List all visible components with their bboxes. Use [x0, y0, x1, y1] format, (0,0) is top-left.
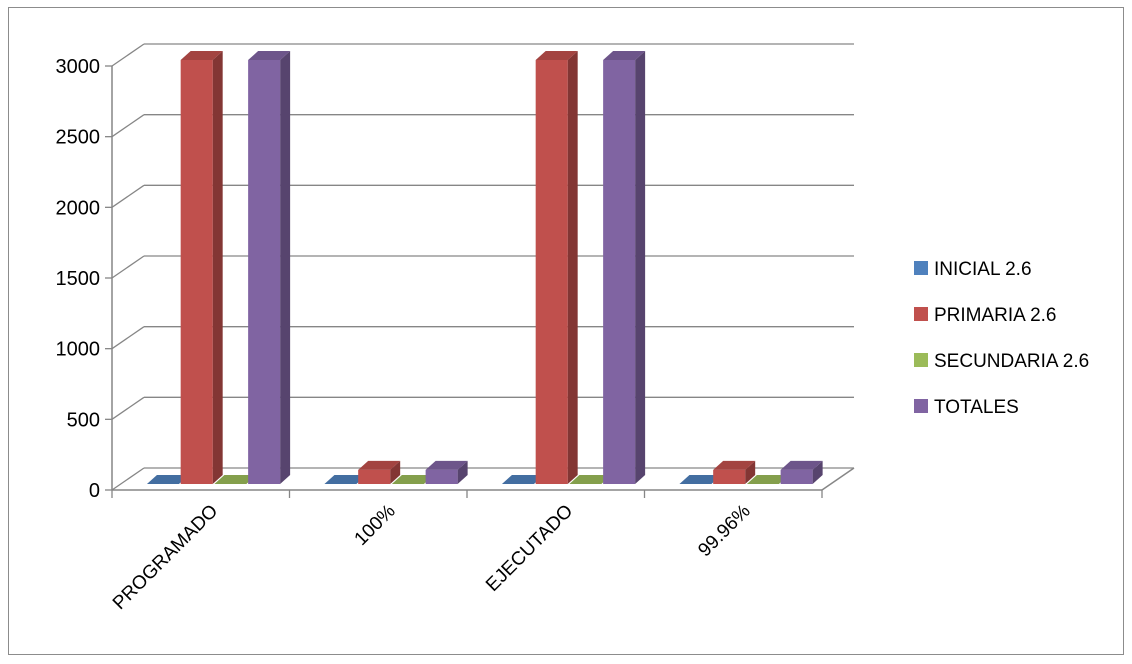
gridline-side-3 [111, 255, 145, 279]
bar-primaria-2-6-1 [358, 460, 401, 484]
legend-label: PRIMARIA 2.6 [934, 305, 1057, 326]
bar-secundaria-2-6-1 [391, 475, 434, 484]
bar-top [425, 460, 468, 470]
bar-top [501, 475, 544, 484]
gridline-side-1 [111, 396, 145, 420]
bar-side [812, 460, 823, 484]
bar-top [391, 475, 434, 484]
gridline-side-2 [111, 326, 145, 350]
bar-side [635, 51, 646, 484]
bar-front [780, 469, 813, 484]
bar-top [180, 51, 223, 60]
bar-secundaria-2-6-3 [746, 475, 789, 484]
bar-top [746, 475, 789, 484]
legend-swatch [914, 399, 928, 413]
bar-inicial-2-6-0 [146, 475, 189, 484]
bars [146, 51, 823, 484]
category-labels: PROGRAMADO 100% EJECUTADO 99.96% [109, 501, 755, 614]
bar-front [180, 60, 213, 484]
legend: INICIAL 2.6 PRIMARIA 2.6 SECUNDARIA 2.6 TOT… [914, 259, 1089, 418]
legend-label: SECUNDARIA 2.6 [934, 351, 1089, 372]
y-tick-label-0: 0 [89, 480, 100, 502]
gridline-side-4 [111, 184, 145, 208]
category-label-1: 100% [351, 501, 400, 550]
y-tick-label-6: 3000 [56, 56, 101, 78]
y-tick-labels: 0 500 1000 1500 2000 2500 3000 [56, 56, 101, 502]
legend-item-0: INICIAL 2.6 [914, 259, 1032, 280]
legend-swatch [914, 307, 928, 321]
bar-top [603, 51, 646, 60]
bar-primaria-2-6-3 [713, 460, 756, 484]
y-tick-label-5: 2500 [56, 127, 101, 149]
category-label-0: PROGRAMADO [109, 501, 222, 614]
bar-front [713, 469, 746, 484]
legend-item-3: TOTALES [914, 397, 1019, 418]
bar-top [535, 51, 578, 60]
bar-top [146, 475, 189, 484]
category-label-2: EJECUTADO [482, 501, 577, 596]
bar-top [214, 475, 257, 484]
y-tick-label-2: 1000 [56, 339, 101, 361]
legend-swatch [914, 353, 928, 367]
bar-totales-2 [603, 51, 646, 484]
bar-top [358, 460, 401, 470]
bar-inicial-2-6-3 [679, 475, 722, 484]
bar-front [425, 469, 458, 484]
y-tick-label-3: 1500 [56, 268, 101, 290]
bar-top [324, 475, 367, 484]
bar-side [567, 51, 578, 484]
bar-secundaria-2-6-2 [569, 475, 612, 484]
legend-item-2: SECUNDARIA 2.6 [914, 351, 1089, 372]
gridline-side-6 [111, 43, 145, 67]
bar-totales-0 [248, 51, 291, 484]
chart-walls [111, 66, 855, 491]
legend-label: INICIAL 2.6 [934, 259, 1032, 280]
bar-top [248, 51, 291, 60]
y-tick-label-4: 2000 [56, 197, 101, 219]
bar-top [569, 475, 612, 484]
bar-inicial-2-6-2 [501, 475, 544, 484]
bar-totales-1 [425, 460, 468, 484]
bar-top [780, 460, 823, 470]
bar-secundaria-2-6-0 [214, 475, 257, 484]
bar-side [280, 51, 291, 484]
legend-item-1: PRIMARIA 2.6 [914, 305, 1057, 326]
bar-front [535, 60, 568, 484]
floor-right-edge [821, 467, 855, 491]
bar-side [457, 460, 468, 484]
bar-top [713, 460, 756, 470]
bar-side [390, 460, 401, 484]
bar-side [212, 51, 223, 484]
bar-inicial-2-6-1 [324, 475, 367, 484]
legend-label: TOTALES [934, 397, 1019, 418]
category-label-3: 99.96% [694, 501, 754, 561]
bar-top [679, 475, 722, 484]
bar-primaria-2-6-2 [535, 51, 578, 484]
gridline-side-0 [111, 467, 145, 491]
bar-front [248, 60, 281, 484]
bar-totales-3 [780, 460, 823, 484]
gridline-side-5 [111, 114, 145, 138]
bar-side [745, 460, 756, 484]
legend-swatch [914, 261, 928, 275]
y-tick-label-1: 500 [67, 409, 100, 431]
bar-front [603, 60, 636, 484]
bar-primaria-2-6-0 [180, 51, 223, 484]
bar-front [358, 469, 391, 484]
